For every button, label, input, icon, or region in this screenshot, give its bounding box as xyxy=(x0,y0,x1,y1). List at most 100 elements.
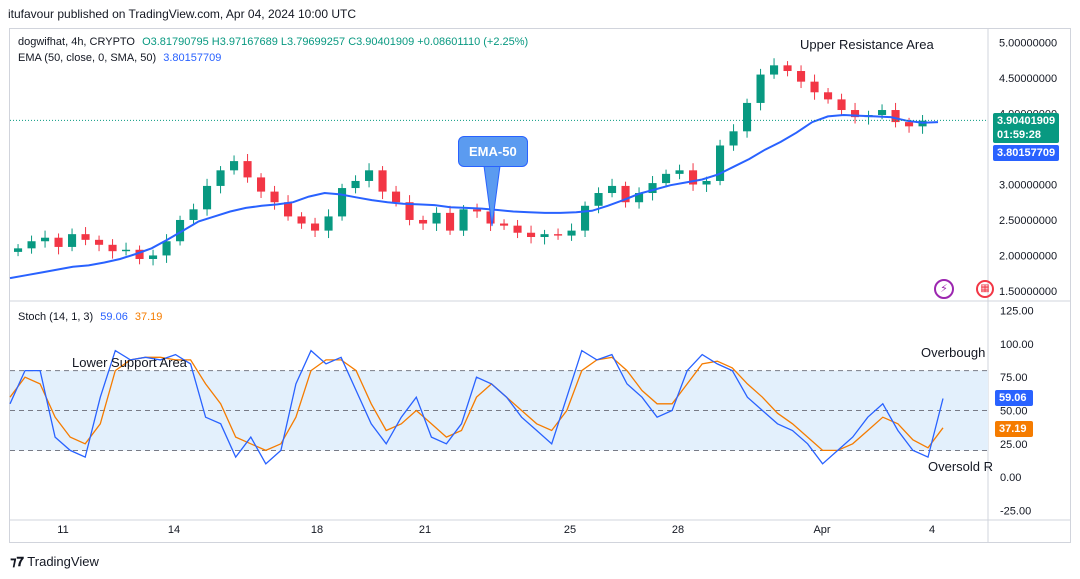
candle-body xyxy=(41,237,50,242)
price-tick-label: 3.00000000 xyxy=(999,180,1057,192)
candle-body xyxy=(270,191,279,203)
candle-body xyxy=(891,110,900,123)
stoch-k-line xyxy=(9,349,944,465)
overbought-label: Overbough xyxy=(921,345,986,360)
oversold-label: Oversold R xyxy=(928,459,994,474)
candle-body xyxy=(378,170,387,192)
candle-body xyxy=(527,232,536,237)
candle-body xyxy=(230,161,239,171)
candle-body xyxy=(675,170,684,174)
candle-body xyxy=(14,248,23,252)
time-tick-label: 14 xyxy=(168,524,180,536)
lower-support-label: Lower Support Area xyxy=(72,355,187,370)
candle-body xyxy=(162,241,171,256)
candle-body xyxy=(743,102,752,132)
symbol-label: dogwifhat, 4h, CRYPTO xyxy=(18,36,135,48)
last-price-tag: 3.90401909 01:59:28 xyxy=(993,113,1060,143)
stoch-d-value: 37.19 xyxy=(134,311,163,323)
ema-callout: EMA-50 xyxy=(458,136,528,167)
candle-body xyxy=(365,170,374,181)
stoch-tick-label: 100.00 xyxy=(1000,339,1034,351)
candle-body xyxy=(567,230,576,236)
stoch-tick-label: -25.00 xyxy=(1000,505,1031,517)
candle-body xyxy=(770,65,779,75)
lightning-icon[interactable]: ⚡ xyxy=(934,279,954,299)
last-price: 3.90401909 xyxy=(997,115,1056,127)
candle-body xyxy=(513,225,522,233)
price-tick-label: 2.00000000 xyxy=(999,250,1057,262)
candle-body xyxy=(81,234,90,240)
bar-countdown: 01:59:28 xyxy=(997,129,1042,141)
stoch-d-tag: 37.19 xyxy=(995,421,1033,437)
candle-body xyxy=(216,170,225,186)
candle-body xyxy=(324,216,333,231)
price-tick-label: 2.50000000 xyxy=(999,215,1057,227)
stoch-tick-label: 125.00 xyxy=(1000,306,1034,318)
time-tick-label: 4 xyxy=(929,524,935,536)
ohlc-values: O3.81790795 H3.97167689 L3.79699257 C3.9… xyxy=(142,36,529,48)
calendar-icon[interactable]: ▦ xyxy=(976,280,994,298)
candle-body xyxy=(243,161,252,178)
candle-body xyxy=(729,131,738,146)
price-tick-label: 4.50000000 xyxy=(999,73,1057,85)
candle-body xyxy=(824,92,833,100)
candle-body xyxy=(27,241,36,249)
ema-50-line xyxy=(9,113,939,280)
ema-value: 3.80157709 xyxy=(163,52,222,64)
candle-body xyxy=(392,191,401,203)
stoch-tick-label: 25.00 xyxy=(1000,439,1028,451)
time-tick-label: Apr xyxy=(813,524,830,536)
candle-body xyxy=(459,209,468,231)
ema-label: EMA (50, close, 0, SMA, 50) xyxy=(18,52,157,64)
candle-body xyxy=(783,65,792,72)
candle-body xyxy=(581,205,590,231)
candle-body xyxy=(419,219,428,224)
time-tick-label: 18 xyxy=(311,524,323,536)
candle-body xyxy=(797,71,806,82)
candle-body xyxy=(702,180,711,185)
candle-body xyxy=(635,193,644,203)
time-tick-label: 21 xyxy=(419,524,431,536)
candle-body xyxy=(54,237,63,247)
candle-body xyxy=(176,219,185,242)
candle-body xyxy=(716,145,725,181)
candle-body xyxy=(837,99,846,111)
candle-body xyxy=(851,110,860,118)
ema-price-tag: 3.80157709 xyxy=(993,145,1060,161)
candle-body xyxy=(203,185,212,210)
candle-body xyxy=(405,202,414,220)
candle-body xyxy=(432,212,441,224)
candle-body xyxy=(351,180,360,189)
brand-name: TradingView xyxy=(27,554,99,569)
candle-body xyxy=(446,212,455,231)
tradingview-footer: ⁊𝟕 TradingView xyxy=(10,554,99,570)
candle-body xyxy=(648,183,657,194)
candle-body xyxy=(621,185,630,203)
price-legend: dogwifhat, 4h, CRYPTO O3.81790795 H3.971… xyxy=(18,36,528,48)
candle-body xyxy=(189,209,198,220)
stoch-tick-label: 75.00 xyxy=(1000,372,1028,384)
ema-legend: EMA (50, close, 0, SMA, 50) 3.80157709 xyxy=(18,52,221,64)
stoch-legend: Stoch (14, 1, 3) 59.06 37.19 xyxy=(18,311,162,323)
candle-body xyxy=(284,202,293,217)
chart-frame xyxy=(9,28,1071,543)
candle-body xyxy=(810,81,819,93)
candle-body xyxy=(257,177,266,192)
candle-body xyxy=(500,223,509,226)
stoch-tick-label: 50.00 xyxy=(1000,406,1028,418)
publish-header: itufavour published on TradingView.com, … xyxy=(8,7,356,21)
candle-body xyxy=(108,244,117,252)
tradingview-logo-icon: ⁊𝟕 xyxy=(10,555,24,570)
ema-callout-pointer xyxy=(483,165,501,227)
stoch-tick-label: 0.00 xyxy=(1000,472,1021,484)
candle-body xyxy=(689,170,698,185)
candle-body xyxy=(878,110,887,115)
candle-body xyxy=(554,234,563,236)
candle-body xyxy=(473,209,482,212)
time-tick-label: 25 xyxy=(564,524,576,536)
candle-body xyxy=(608,185,617,194)
time-tick-label: 28 xyxy=(672,524,684,536)
candle-body xyxy=(135,249,144,259)
candle-body xyxy=(68,234,77,247)
